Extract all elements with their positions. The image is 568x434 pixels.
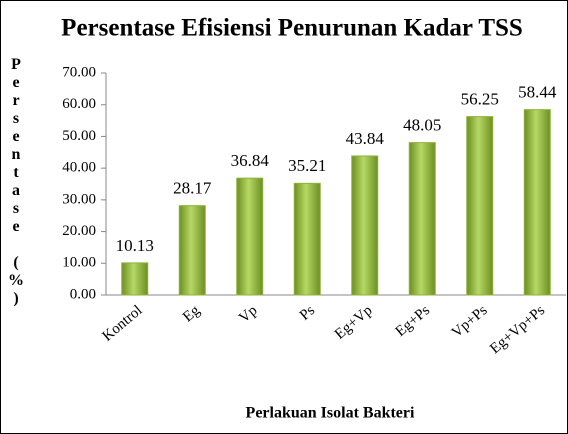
bar — [236, 177, 264, 296]
bar — [351, 155, 379, 296]
value-label: 58.44 — [518, 83, 557, 102]
y-tick-label: 50.00 — [62, 128, 96, 144]
y-tick-label: 20.00 — [62, 223, 96, 239]
bar — [293, 182, 321, 296]
y-tick-label: 10.00 — [62, 255, 96, 271]
value-label: 36.84 — [231, 151, 270, 170]
y-tick-label: 30.00 — [62, 191, 96, 207]
value-label: 43.84 — [346, 129, 385, 148]
bar — [178, 205, 206, 296]
value-label: 35.21 — [288, 156, 326, 175]
y-tick-label: 0.00 — [70, 286, 96, 302]
y-tick-label: 40.00 — [62, 160, 96, 176]
x-axis-label: Perlakuan Isolat Bakteri — [246, 405, 415, 422]
bar — [466, 116, 494, 296]
bar — [121, 262, 149, 296]
y-tick-label: 60.00 — [62, 96, 96, 112]
bar — [408, 142, 436, 296]
y-tick-label: 70.00 — [62, 64, 96, 80]
value-label: 28.17 — [173, 179, 212, 198]
value-label: 10.13 — [116, 236, 154, 255]
y-axis-label: Persentase (%) — [8, 56, 25, 308]
value-label: 48.05 — [403, 116, 441, 135]
chart-title: Persentase Efisiensi Penurunan Kadar TSS — [61, 15, 523, 42]
value-label: 56.25 — [461, 90, 499, 109]
bar — [523, 109, 551, 296]
